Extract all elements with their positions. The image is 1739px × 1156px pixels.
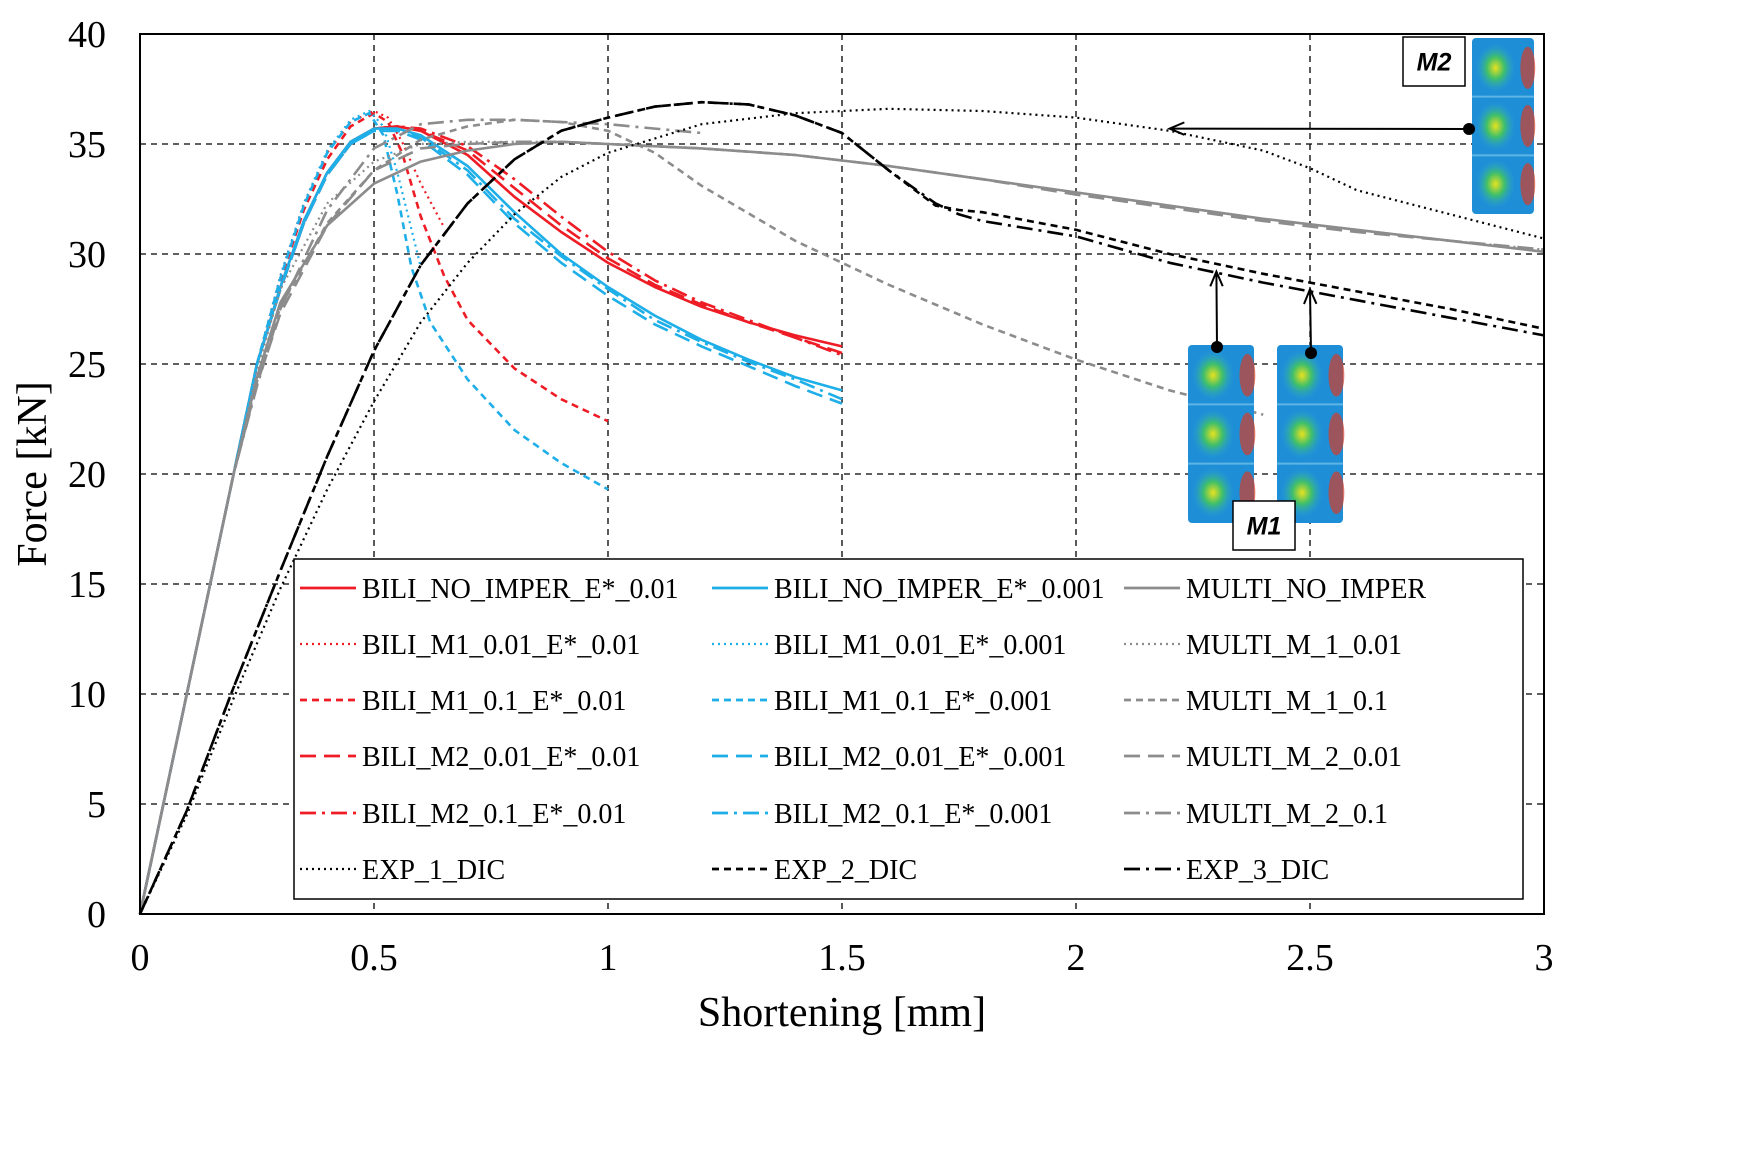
legend-item: BILI_NO_IMPER_E*_0.01 xyxy=(300,574,679,605)
series-line-7 xyxy=(138,111,609,915)
legend-label: EXP_3_DIC xyxy=(1186,855,1329,886)
series-line-3 xyxy=(138,125,843,915)
x-tick-label: 1.5 xyxy=(818,937,866,979)
legend-label: MULTI_M_2_0.1 xyxy=(1186,799,1388,830)
legend-label: BILI_M2_0.01_E*_0.01 xyxy=(362,742,640,773)
legend-item: BILI_M1_0.1_E*_0.01 xyxy=(300,686,626,717)
series-line-15 xyxy=(139,107,1545,915)
legend-label: BILI_M2_0.1_E*_0.01 xyxy=(362,799,626,830)
series-line-4 xyxy=(138,125,843,915)
legend-item: MULTI_M_2_0.1 xyxy=(1124,799,1388,830)
y-tick-label: 25 xyxy=(68,344,106,386)
x-tick-label: 2.5 xyxy=(1286,937,1334,979)
legend-label: EXP_2_DIC xyxy=(774,855,917,886)
m1-deformed-shape-right xyxy=(1277,345,1345,523)
x-tick-label: 3 xyxy=(1535,937,1554,979)
y-tick-label: 40 xyxy=(68,14,106,56)
legend-item: BILI_M1_0.01_E*_0.01 xyxy=(300,630,640,661)
y-tick-label: 5 xyxy=(87,784,106,826)
y-axis-title: Force [kN] xyxy=(10,381,56,566)
x-tick-label: 0.5 xyxy=(350,937,398,979)
legend-item: BILI_M1_0.1_E*_0.001 xyxy=(712,686,1052,717)
series-line-11 xyxy=(138,140,1545,915)
legend-label: MULTI_M_2_0.01 xyxy=(1186,742,1402,773)
legend: BILI_NO_IMPER_E*_0.01 BILI_NO_IMPER_E*_0.… xyxy=(293,558,1524,900)
y-tick-label: 35 xyxy=(68,124,106,166)
legend-item: EXP_3_DIC xyxy=(1124,855,1329,886)
legend-label: BILI_M2_0.1_E*_0.001 xyxy=(774,799,1052,830)
series-layer xyxy=(138,100,1545,915)
m1-deformed-shape-left xyxy=(1188,345,1256,523)
legend-label: BILI_M1_0.1_E*_0.01 xyxy=(362,686,626,717)
m1-label-box: M1 xyxy=(1232,500,1296,551)
legend-label: BILI_M2_0.01_E*_0.001 xyxy=(774,742,1066,773)
legend-label: EXP_1_DIC xyxy=(362,855,505,886)
x-tick-label: 2 xyxy=(1067,937,1086,979)
mode-label-text: M1 xyxy=(1247,513,1282,541)
legend-box xyxy=(293,558,1524,900)
m2-deformed-shape xyxy=(1472,38,1536,214)
legend-label: BILI_M1_0.1_E*_0.001 xyxy=(774,686,1052,717)
y-tick-label: 20 xyxy=(68,454,106,496)
legend-item: MULTI_NO_IMPER xyxy=(1124,574,1426,605)
legend-item: BILI_M1_0.01_E*_0.001 xyxy=(712,630,1066,661)
legend-item: BILI_M2_0.01_E*_0.001 xyxy=(712,742,1066,773)
series-line-5 xyxy=(138,127,843,915)
x-axis-title: Shortening [mm] xyxy=(698,990,986,1036)
series-line-8 xyxy=(138,129,843,915)
m1-arrow-right xyxy=(1303,286,1318,359)
legend-item: EXP_2_DIC xyxy=(712,855,917,886)
m2-label-box: M2 xyxy=(1402,36,1466,87)
legend-item: BILI_NO_IMPER_E*_0.001 xyxy=(712,574,1105,605)
legend-label: BILI_M1_0.01_E*_0.001 xyxy=(774,630,1066,661)
series-line-16 xyxy=(138,100,1545,915)
series-line-14 xyxy=(138,118,702,915)
legend-label: MULTI_M_1_0.01 xyxy=(1186,630,1402,661)
legend-item: MULTI_M_1_0.1 xyxy=(1124,686,1388,717)
legend-label: MULTI_M_1_0.1 xyxy=(1186,686,1388,717)
plot-frame xyxy=(139,33,1545,915)
deformation-annotations: M2 M1 xyxy=(1167,36,1536,551)
legend-label: BILI_NO_IMPER_E*_0.01 xyxy=(362,574,679,605)
legend-item: BILI_M2_0.01_E*_0.01 xyxy=(300,742,640,773)
legend-item: EXP_1_DIC xyxy=(300,855,505,886)
legend-item: MULTI_M_1_0.01 xyxy=(1124,630,1402,661)
legend-label: MULTI_NO_IMPER xyxy=(1186,574,1426,605)
m2-arrow xyxy=(1167,121,1475,136)
legend-label: BILI_M1_0.01_E*_0.01 xyxy=(362,630,640,661)
legend-item: BILI_M2_0.1_E*_0.001 xyxy=(712,799,1052,830)
y-tick-label: 0 xyxy=(87,894,106,936)
legend-item: BILI_M2_0.1_E*_0.01 xyxy=(300,799,626,830)
y-tick-label: 15 xyxy=(68,564,106,606)
series-line-2 xyxy=(138,111,609,915)
legend-item: MULTI_M_2_0.01 xyxy=(1124,742,1402,773)
mode-label-text: M2 xyxy=(1417,49,1452,77)
y-tick-label: 30 xyxy=(68,234,106,276)
y-tick-label: 10 xyxy=(68,674,106,716)
x-tick-label: 0 xyxy=(131,937,150,979)
x-tick-label: 1 xyxy=(599,937,618,979)
series-line-9 xyxy=(138,129,843,915)
m1-arrow-left xyxy=(1209,269,1224,353)
legend-label: BILI_NO_IMPER_E*_0.001 xyxy=(774,574,1105,605)
